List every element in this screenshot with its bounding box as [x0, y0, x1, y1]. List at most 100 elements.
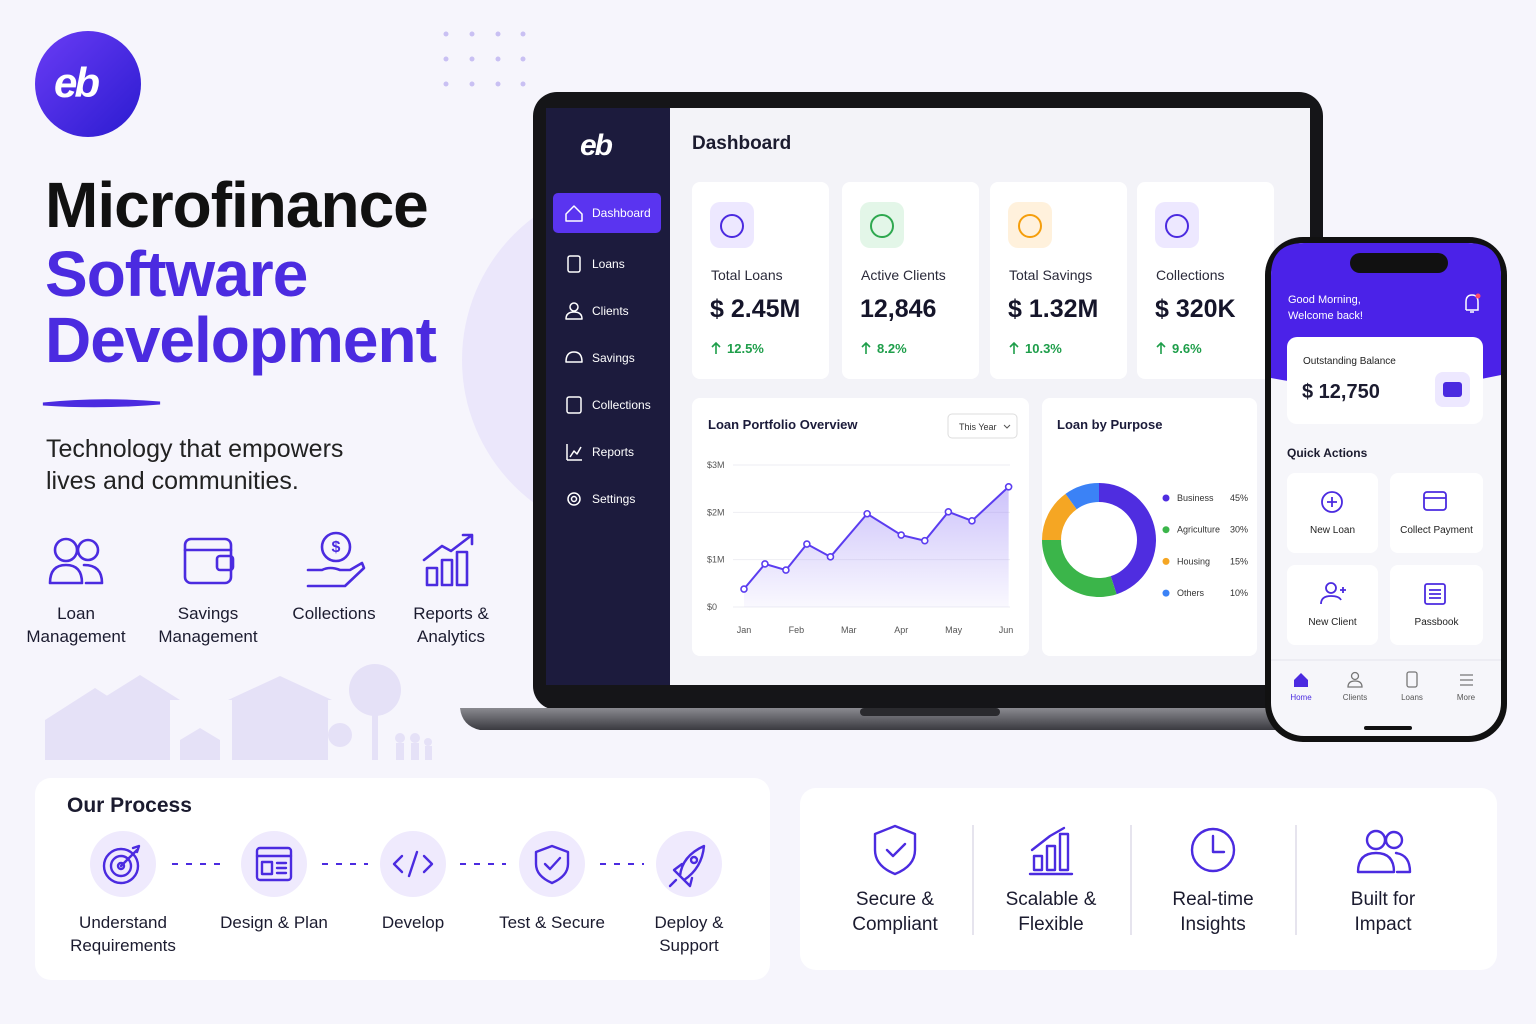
decoration [215, 554, 235, 572]
balance-label: Outstanding Balance [1303, 356, 1396, 367]
pie-slice [1065, 483, 1099, 510]
decoration [1320, 587, 1346, 605]
decoration [567, 492, 581, 506]
legend-value: 30% [1230, 525, 1248, 535]
kpi-icon [710, 202, 754, 248]
kpi-label: Collections [1156, 267, 1225, 283]
decoration [495, 56, 501, 62]
up-arrow [861, 341, 871, 354]
dropdown-icon [1003, 424, 1011, 429]
decoration [100, 675, 180, 700]
decoration [972, 825, 1297, 935]
hero-title: Development [45, 304, 437, 376]
decoration [469, 31, 475, 37]
decoration: Loan by Purpose Business 45% Agriculture 30%… [1042, 398, 1257, 656]
nav-item[interactable]: Loans [592, 257, 625, 271]
decoration [566, 444, 582, 461]
chart-title: Loan Portfolio Overview [708, 417, 858, 432]
legend-label: Business [1177, 493, 1214, 503]
point [740, 585, 748, 593]
tab-label[interactable]: Home [1290, 693, 1312, 702]
decoration [422, 533, 474, 587]
nav-item[interactable]: Settings [592, 492, 636, 506]
legend-value: 45% [1230, 493, 1248, 503]
decoration [1475, 293, 1481, 299]
legend-value: 10% [1230, 588, 1248, 598]
decoration [1287, 337, 1483, 424]
decoration [689, 855, 699, 865]
decoration [569, 302, 579, 312]
up-arrow [711, 341, 721, 354]
point [782, 566, 790, 574]
nav-item[interactable]: Collections [592, 398, 651, 412]
decoration [42, 399, 161, 408]
decoration [372, 700, 378, 760]
value-label: Built for Impact [1350, 889, 1416, 935]
decoration [119, 844, 141, 868]
nav-item[interactable]: Savings [592, 351, 635, 365]
process-step: Test & Secure [499, 913, 605, 932]
decoration [48, 563, 84, 585]
feature-label: Collections [292, 604, 376, 623]
point [803, 540, 811, 548]
kpi-change: 9.6% [1172, 341, 1202, 356]
decoration [873, 824, 917, 876]
kpi-icon [870, 214, 894, 238]
decoration [520, 81, 526, 87]
legend-value: 15% [1230, 556, 1248, 566]
kpi-value: $ 1.32M [1008, 295, 1099, 323]
decoration [800, 788, 1497, 970]
decoration [328, 723, 352, 747]
decoration [35, 31, 141, 137]
tab-label[interactable]: More [1456, 693, 1476, 702]
decoration [410, 733, 420, 743]
decoration [102, 847, 140, 885]
filter[interactable] [947, 413, 1018, 439]
feature-label: Reports & Analytics [413, 604, 489, 646]
kpi-icon [1155, 202, 1199, 248]
action-label[interactable]: New Client [1308, 617, 1357, 628]
decoration [1325, 582, 1337, 594]
nav-item[interactable]: Clients [592, 304, 629, 318]
action-label[interactable]: Passbook [1414, 617, 1459, 628]
decoration [1287, 473, 1483, 645]
decoration [1465, 294, 1479, 313]
decoration [443, 56, 449, 62]
decoration [1347, 671, 1473, 688]
tab-label[interactable]: Clients [1342, 693, 1368, 702]
logo: eb [54, 59, 100, 106]
x-tick-label: Feb [789, 625, 805, 635]
nav-item[interactable]: Reports [592, 445, 635, 459]
nav-item[interactable]: Dashboard [592, 206, 651, 220]
kpi-label: Total Loans [711, 267, 783, 283]
decoration [553, 193, 661, 233]
decoration [306, 561, 366, 588]
decoration [443, 81, 449, 87]
decoration [109, 854, 133, 878]
decoration [241, 831, 307, 897]
value-label: Real-time Insights [1172, 889, 1254, 935]
x-tick-label: Mar [841, 625, 857, 635]
decoration [116, 861, 126, 871]
decoration [349, 664, 401, 716]
process-step: Understand Requirements [70, 913, 176, 955]
decoration [1423, 491, 1447, 511]
action-label[interactable]: New Loan [1309, 525, 1356, 536]
decoration [425, 746, 432, 760]
kpi-value: $ 2.45M [710, 295, 801, 323]
tab-label[interactable]: Loans [1401, 693, 1423, 702]
y-tick-label: $0 [707, 602, 717, 612]
decoration [1327, 497, 1337, 507]
legend-dot [1162, 557, 1170, 565]
decoration [860, 708, 1000, 716]
point [1004, 482, 1013, 491]
hero-title: Software [45, 238, 308, 310]
kpi-change: 8.2% [877, 341, 907, 356]
action-label[interactable]: Collect Payment [1400, 525, 1473, 536]
point [897, 531, 906, 539]
process-title: Our Process [67, 794, 192, 817]
filter-label: This Year [959, 422, 997, 432]
pie-slice [1042, 493, 1077, 540]
kpi-icon [860, 202, 904, 248]
